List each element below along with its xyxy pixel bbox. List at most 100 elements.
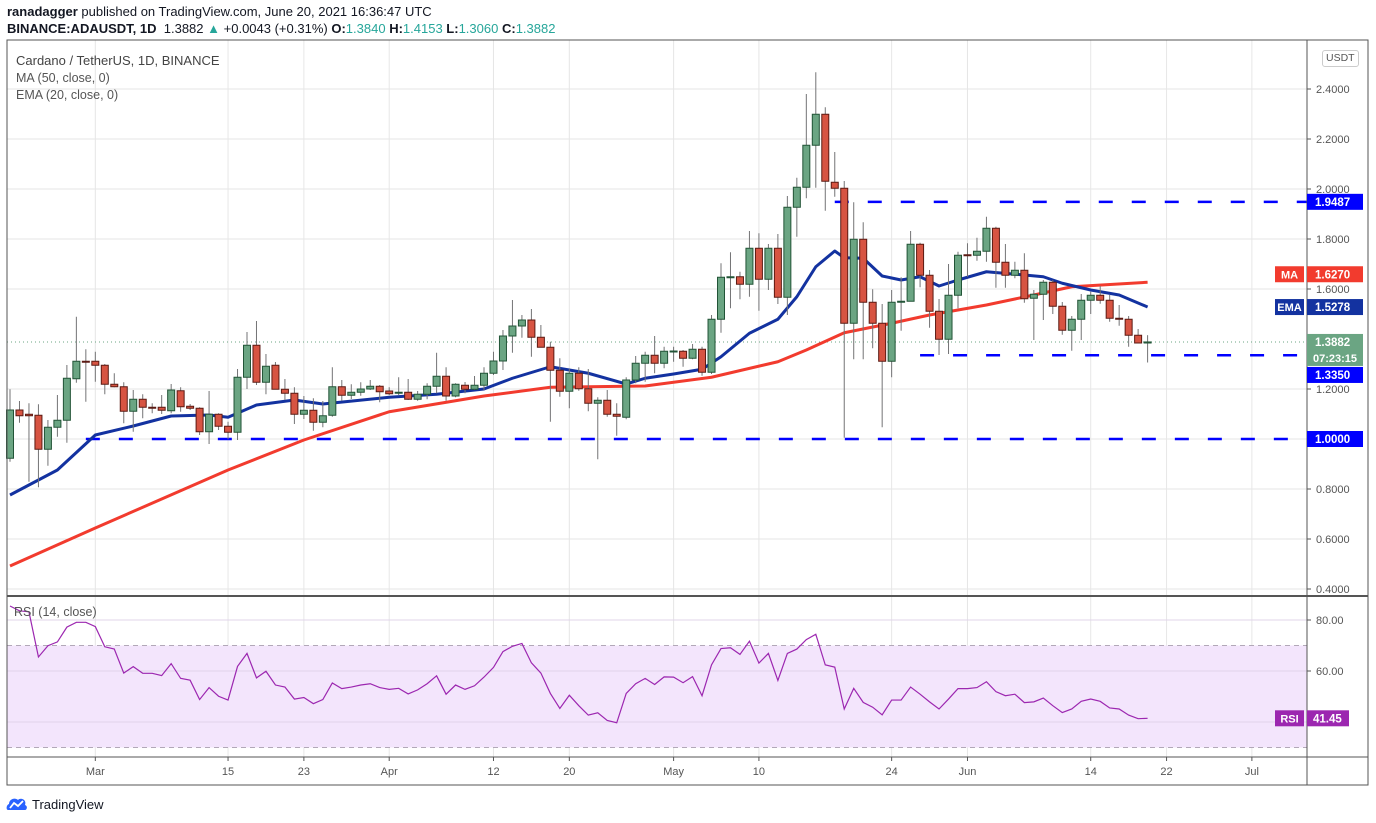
candle-body [840,187,849,324]
candle-body [555,369,564,392]
candle-body [138,398,147,408]
y-tick-label: 1.8000 [1316,234,1350,246]
candle-body [925,274,934,312]
candle-body [309,409,318,423]
level-price-tag: 1.9487 [1315,197,1350,209]
rsi-price-tag: 41.45 [1313,713,1342,725]
candle [1029,290,1038,340]
candle [603,390,612,417]
candle [271,362,280,390]
chart-title: Cardano / TetherUS, 1D, BINANCE [16,53,220,68]
candle-body [1134,334,1143,344]
open-value: 1.3840 [345,21,386,36]
candle [1020,253,1029,303]
candle [404,379,413,400]
support-resistance-levels [7,200,1307,441]
candle-body [299,409,308,415]
candle [830,152,839,197]
candle-body [593,399,602,404]
candle-body [517,319,526,327]
rsi-tag-label-bg [1275,710,1304,727]
candle-body [868,301,877,324]
candle-body [498,335,507,362]
candle [811,72,820,188]
x-tick-label: Apr [381,766,398,778]
price-change: +0.0043 (+0.31%) [223,21,328,36]
candle-body [129,398,138,412]
candle-body [745,247,754,285]
candle [53,395,62,437]
brand-name: TradingView [32,796,104,812]
candle [954,251,962,309]
y-tick-label: 2.4000 [1316,84,1350,96]
rsi-legend[interactable]: RSI (14, close) [14,605,97,619]
candle-body [792,186,801,208]
candle [935,299,944,355]
ema-legend[interactable]: EMA (20, close, 0) [16,88,119,102]
candle-body [546,346,555,371]
candle-body [982,227,991,252]
candle [574,367,583,391]
y-tick-label: 0.4000 [1316,584,1350,596]
candle-body [53,419,62,428]
candle-body [1105,299,1114,319]
candle [1048,280,1057,314]
candle [584,369,593,412]
candle-body [461,384,470,390]
candle-body [1048,281,1057,307]
candle-body [375,385,384,393]
author-name[interactable]: ranadagger [7,4,78,19]
candle-body [404,391,413,400]
candle-body [707,318,716,373]
candle [318,401,327,428]
high-label: H: [389,21,403,36]
candle [669,346,678,362]
candle [1039,280,1048,320]
x-tick-label: Jul [1245,766,1259,778]
y-tick-label: 2.2000 [1316,134,1350,146]
candle-body [1096,294,1105,301]
candle [480,367,488,390]
candle [224,421,233,440]
currency-badge[interactable]: USDT [1322,50,1359,67]
candle-body [43,426,52,450]
candle-body [24,413,33,417]
rsi-line [9,605,1148,724]
candle [555,358,564,397]
candle [214,413,223,430]
candle-body [641,354,650,364]
candle-body [859,238,868,303]
up-triangle-icon: ▲ [207,21,221,36]
candle [764,244,773,290]
candle [451,383,460,398]
publish-info: ranadagger published on TradingView.com,… [7,4,432,19]
candle [24,403,33,482]
rsi-tag-label: RSI [1280,713,1298,725]
ema-tag-label-bg [1275,299,1304,316]
candle-body [110,383,119,388]
candle [527,309,536,357]
candle [622,377,631,420]
close-value: 1.3882 [515,21,556,36]
candle-body [1067,318,1076,331]
candle-body [963,254,972,257]
level-price-tag: 1.0000 [1315,434,1350,446]
candle [423,383,432,400]
candle-body [233,376,242,433]
candle-body [442,375,451,397]
candle [1077,294,1086,340]
candle [129,390,138,432]
candle [34,404,43,488]
candle [726,252,735,309]
candle [878,304,887,428]
low-label: L: [446,21,459,36]
candle-body [271,364,280,390]
tradingview-logo[interactable]: TradingView [6,796,104,812]
ma-legend[interactable]: MA (50, close, 0) [16,71,110,85]
bar-countdown: 07:23:15 [1313,353,1357,365]
level-price-tag-bg [1307,431,1363,447]
candle-body [394,391,403,394]
candle [498,330,507,370]
candle-body [565,372,574,392]
